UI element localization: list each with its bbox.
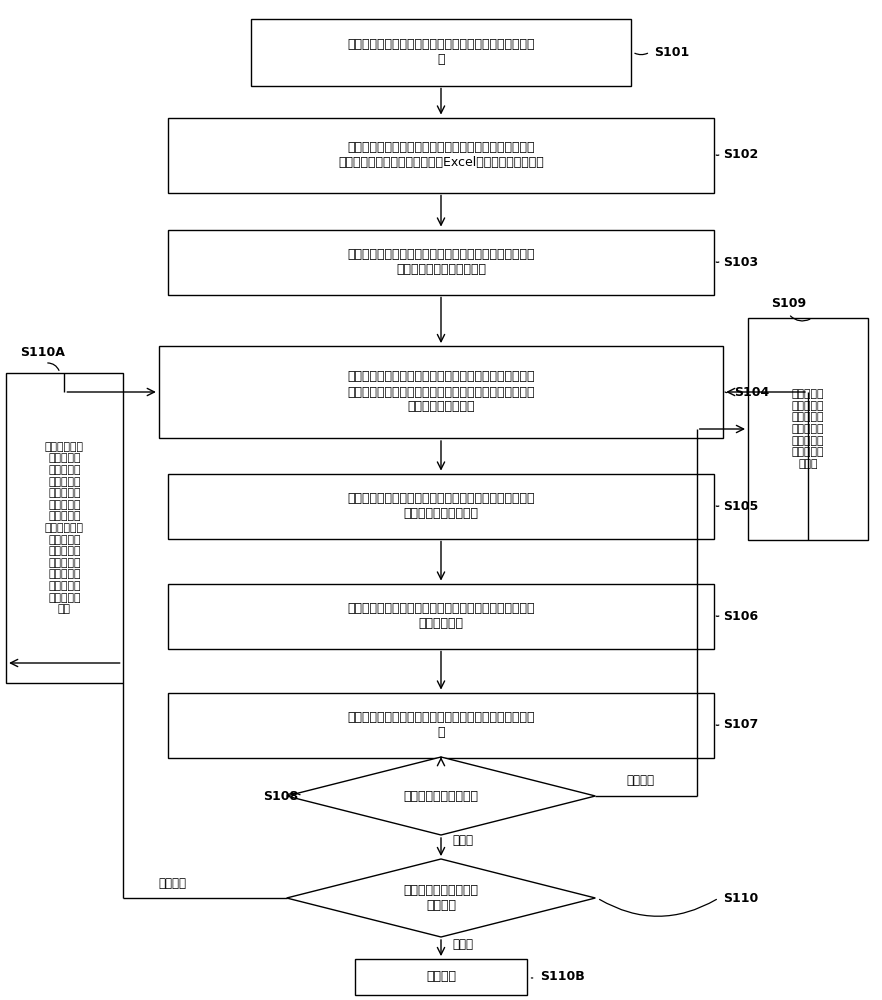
Text: 基于旧叶片外形的变形，获得加载力的加载点在跟随旧叶
片外形变形后的新坐标: 基于旧叶片外形的变形，获得加载力的加载点在跟随旧叶 片外形变形后的新坐标 — [348, 492, 534, 520]
Text: 基于截面属性信息，采用梁单元方法对风电叶片进行分段
梁单元建模，得到目标模型: 基于截面属性信息，采用梁单元方法对风电叶片进行分段 梁单元建模，得到目标模型 — [348, 248, 534, 276]
FancyBboxPatch shape — [168, 474, 714, 538]
Text: S110B: S110B — [540, 970, 585, 984]
Text: 判断计算结果是否收敛: 判断计算结果是否收敛 — [403, 790, 479, 802]
Text: 若收敛: 若收敛 — [452, 834, 474, 846]
Polygon shape — [287, 859, 595, 937]
FancyBboxPatch shape — [251, 18, 631, 86]
Text: 若不收敛: 若不收敛 — [626, 774, 654, 787]
FancyBboxPatch shape — [159, 346, 723, 438]
FancyBboxPatch shape — [748, 318, 868, 540]
FancyBboxPatch shape — [168, 692, 714, 758]
FancyBboxPatch shape — [168, 230, 714, 294]
FancyBboxPatch shape — [6, 373, 123, 683]
Text: 根据风电叶片建立铺层模型，得到风电叶片的截面属性信
息: 根据风电叶片建立铺层模型，得到风电叶片的截面属性信 息 — [348, 38, 534, 66]
Text: S107: S107 — [723, 718, 759, 732]
Polygon shape — [287, 757, 595, 835]
Text: S104: S104 — [734, 385, 769, 398]
Text: S108: S108 — [263, 790, 298, 802]
FancyBboxPatch shape — [355, 959, 527, 995]
Text: S101: S101 — [654, 45, 690, 58]
Text: 获取风电叶片的目标载荷，目标载荷包括目标弯矩，并将
截面属性信息和目标载荷存储至Excel文档，作为初始信息: 获取风电叶片的目标载荷，目标载荷包括目标弯矩，并将 截面属性信息和目标载荷存储至… — [338, 141, 544, 169]
Text: 完成模拟: 完成模拟 — [426, 970, 456, 984]
Text: S106: S106 — [723, 609, 759, 622]
Text: 判断弯矩分布是否符合
目标载荷: 判断弯矩分布是否符合 目标载荷 — [403, 884, 479, 912]
Text: S109: S109 — [771, 297, 806, 310]
FancyBboxPatch shape — [168, 583, 714, 648]
Text: S110A: S110A — [20, 346, 65, 359]
Text: S110: S110 — [723, 892, 759, 904]
Text: S105: S105 — [723, 499, 759, 512]
Text: 计算第一变形与第二变形的偏差，并以图表的形式进行显
示: 计算第一变形与第二变形的偏差，并以图表的形式进行显 示 — [348, 711, 534, 739]
Text: 若符合: 若符合 — [452, 938, 474, 952]
Text: 若不符合: 若不符合 — [158, 877, 186, 890]
Text: 接收对加载力
的大小和方
向的修改，
得到修改后
的加载力，
并将修改后
的加载力赋
值至加载力，
重新进行迭
代计算，直
至计算结果
收敛，且得
到的弯矩符
: 接收对加载力 的大小和方 向的修改， 得到修改后 的加载力， 并将修改后 的加载… — [45, 442, 84, 614]
Text: 基于初始信息，利用预设的编程程序，计算目标模型对应
的旧叶片外形在与预设的加载力作用下的第一变形，得到
变形后的新叶片外形: 基于初始信息，利用预设的编程程序，计算目标模型对应 的旧叶片外形在与预设的加载力… — [348, 370, 534, 414]
FancyBboxPatch shape — [168, 117, 714, 192]
Text: 将新叶片外
形赋值至旧
叶片外形，
并进行迭代
计算，直至
计算结果收
敛为止: 将新叶片外 形赋值至旧 叶片外形， 并进行迭代 计算，直至 计算结果收 敛为止 — [792, 389, 824, 469]
Text: S103: S103 — [723, 255, 759, 268]
Text: S102: S102 — [723, 148, 759, 161]
Text: 计算新叶片外形在加载力的新坐标下产生的弯矩分布、剪
力和第二变形: 计算新叶片外形在加载力的新坐标下产生的弯矩分布、剪 力和第二变形 — [348, 602, 534, 630]
